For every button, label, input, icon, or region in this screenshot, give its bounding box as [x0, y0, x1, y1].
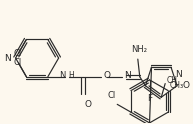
Text: N: N [124, 71, 131, 80]
Text: O: O [104, 71, 111, 80]
Text: N: N [175, 70, 182, 79]
Text: NH₂: NH₂ [131, 45, 147, 54]
Text: CH: CH [166, 76, 177, 85]
Text: CH₃: CH₃ [170, 81, 184, 90]
Text: O: O [84, 100, 91, 109]
Text: Cl: Cl [14, 49, 22, 58]
Text: Cl: Cl [107, 91, 115, 100]
Text: H: H [68, 71, 74, 80]
Text: N: N [4, 54, 11, 63]
Text: O: O [183, 81, 190, 90]
Text: F: F [147, 94, 152, 103]
Text: 3: 3 [173, 78, 176, 83]
Text: Cl: Cl [14, 58, 22, 67]
Text: N: N [59, 71, 65, 80]
